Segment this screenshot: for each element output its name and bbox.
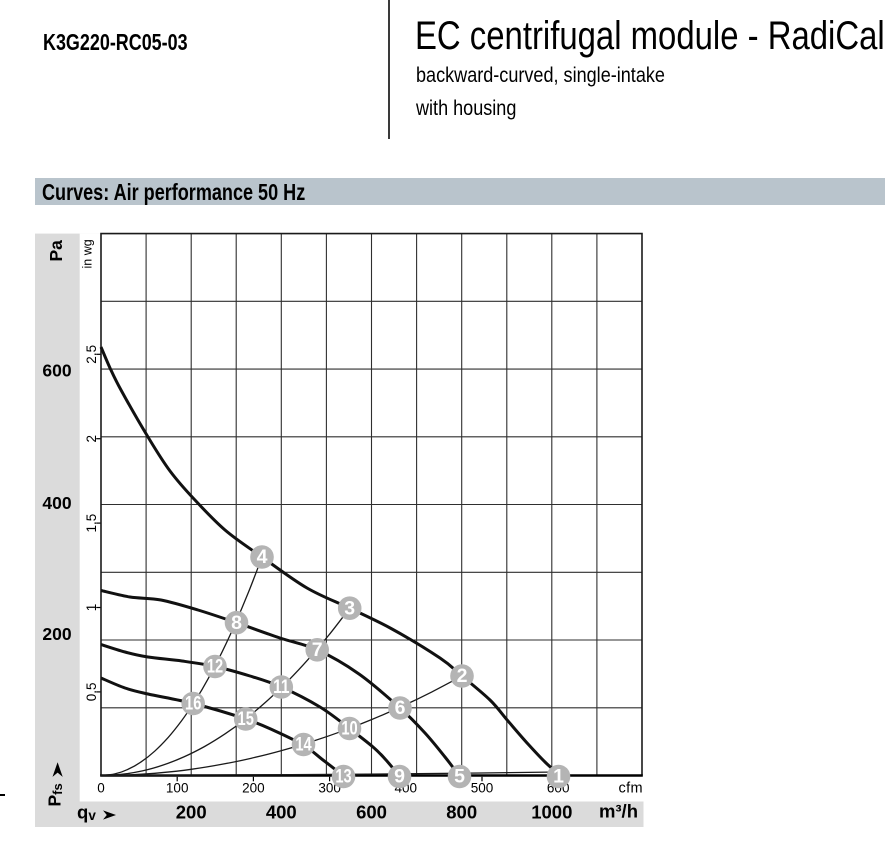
svg-text:1: 1 [84, 604, 99, 612]
svg-text:200: 200 [42, 624, 71, 644]
svg-text:11: 11 [273, 676, 289, 698]
svg-text:1.5: 1.5 [84, 514, 99, 533]
svg-text:14: 14 [295, 734, 311, 756]
svg-text:Pa: Pa [46, 240, 66, 262]
svg-text:7: 7 [312, 639, 323, 661]
svg-text:Pfs: Pfs [45, 783, 66, 806]
svg-text:6: 6 [395, 697, 406, 719]
svg-text:200: 200 [176, 802, 207, 823]
svg-text:16: 16 [185, 693, 201, 715]
svg-text:0.5: 0.5 [84, 683, 99, 702]
svg-text:400: 400 [42, 493, 71, 513]
svg-text:2: 2 [84, 435, 99, 443]
svg-text:200: 200 [242, 781, 265, 796]
svg-text:2.5: 2.5 [84, 345, 99, 364]
svg-text:1000: 1000 [531, 802, 572, 823]
svg-text:2: 2 [457, 665, 468, 687]
svg-text:100: 100 [166, 781, 189, 796]
svg-text:3: 3 [344, 597, 355, 619]
svg-text:m³/h: m³/h [599, 801, 638, 822]
svg-text:0: 0 [97, 781, 105, 796]
svg-text:1: 1 [553, 766, 564, 788]
svg-text:13: 13 [335, 766, 351, 788]
svg-text:12: 12 [207, 656, 223, 678]
svg-text:400: 400 [266, 802, 297, 823]
svg-text:600: 600 [42, 361, 71, 381]
svg-text:15: 15 [238, 708, 254, 730]
svg-text:500: 500 [471, 781, 494, 796]
svg-text:800: 800 [446, 802, 477, 823]
svg-text:5: 5 [454, 766, 465, 788]
svg-text:9: 9 [394, 766, 405, 788]
svg-text:600: 600 [356, 802, 387, 823]
svg-text:cfm: cfm [618, 781, 643, 797]
svg-text:in wg: in wg [81, 239, 95, 268]
svg-text:4: 4 [257, 546, 268, 568]
svg-text:8: 8 [231, 612, 242, 634]
svg-text:10: 10 [341, 718, 357, 740]
